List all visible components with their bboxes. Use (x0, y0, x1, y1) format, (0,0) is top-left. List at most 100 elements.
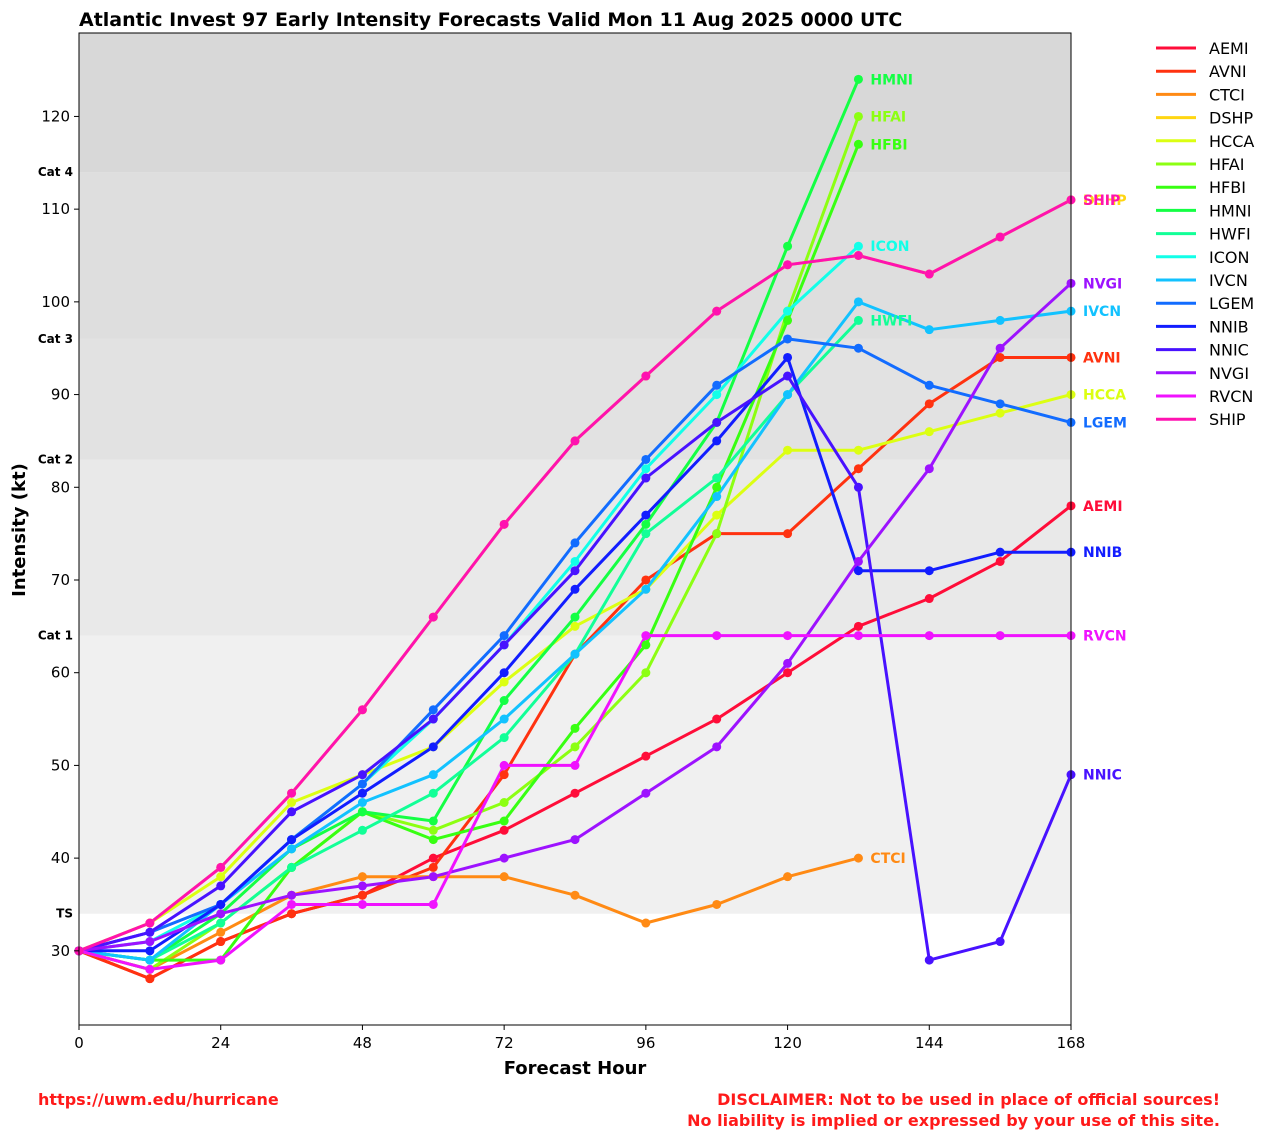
data-point-hcca (570, 621, 580, 631)
end-label-hcca: HCCA (1083, 388, 1126, 404)
data-point-lgem (783, 334, 793, 344)
data-point-ship (287, 788, 297, 798)
disclaimer-line-1: DISCLAIMER: Not to be used in place of o… (717, 1090, 1220, 1109)
x-tick-label: 144 (915, 1034, 944, 1052)
data-point-ship (216, 862, 226, 872)
data-point-hfbi (570, 723, 580, 733)
data-point-aemi (428, 853, 438, 863)
data-point-avni (287, 909, 297, 919)
data-point-nnib (995, 547, 1005, 557)
legend-label-nnic: NNIC (1209, 341, 1249, 360)
y-tick-label: 60 (51, 664, 70, 682)
data-point-ivcn (924, 325, 934, 335)
data-point-ctci (853, 853, 863, 863)
legend-label-icon: ICON (1209, 248, 1249, 267)
data-point-ctci (641, 918, 651, 928)
legend-label-hmni: HMNI (1209, 201, 1252, 220)
series-end-labels: AEMI AVNI CTCI DSHP HCCA HFAI HFBI HMNI HWFI ICON… (870, 72, 1126, 867)
data-point-lgem (428, 705, 438, 715)
x-tick-label: 96 (636, 1034, 655, 1052)
data-point-lgem (570, 538, 580, 548)
data-point-nnib (783, 352, 793, 362)
data-point-nnib (641, 510, 651, 520)
data-point-rvcn (924, 631, 934, 641)
footer-url[interactable]: https://uwm.edu/hurricane (38, 1090, 279, 1109)
data-point-ship (499, 519, 509, 529)
data-point-nnic (428, 714, 438, 724)
data-point-ivcn (145, 955, 155, 965)
data-point-rvcn (641, 631, 651, 641)
end-label-avni: AVNI (1083, 350, 1121, 366)
data-point-ivcn (428, 770, 438, 780)
data-point-ivcn (712, 492, 722, 502)
data-point-nvgi (145, 937, 155, 947)
data-point-icon (783, 306, 793, 316)
data-point-ivcn (783, 390, 793, 400)
data-point-rvcn (853, 631, 863, 641)
series-points (74, 74, 1076, 984)
data-point-ctci (783, 872, 793, 882)
end-label-hmni: HMNI (870, 72, 913, 88)
legend-label-hfbi: HFBI (1209, 178, 1246, 197)
data-point-hfai (428, 825, 438, 835)
end-label-icon: ICON (870, 239, 909, 255)
data-point-ship (570, 436, 580, 446)
data-point-nnib (570, 584, 580, 594)
data-point-hmni (783, 241, 793, 251)
end-label-nvgi: NVGI (1083, 276, 1122, 292)
data-point-rvcn (995, 631, 1005, 641)
y-tick-label: 50 (51, 756, 70, 774)
x-tick-label: 72 (495, 1034, 514, 1052)
data-point-hwfi (428, 788, 438, 798)
data-point-ctci (357, 872, 367, 882)
data-point-avni (783, 529, 793, 539)
x-axis-label: Forecast Hour (504, 1058, 647, 1079)
data-point-icon (712, 390, 722, 400)
data-point-avni (216, 937, 226, 947)
data-point-hcca (287, 797, 297, 807)
intensity-forecast-chart: TS Cat 1 Cat 2 Cat 3 Cat 4 AEMI AVNI CTCI DSHP H… (9, 9, 1254, 1079)
data-point-nnib (428, 742, 438, 752)
data-point-ship (783, 260, 793, 270)
x-tick-label: 48 (353, 1034, 372, 1052)
data-point-lgem (995, 399, 1005, 409)
data-point-lgem (924, 380, 934, 390)
legend-label-lgem: LGEM (1209, 294, 1254, 313)
y-axis-label: Intensity (kt) (9, 463, 30, 597)
band-label-cat-1: Cat 1 (38, 629, 73, 643)
data-point-ivcn (499, 714, 509, 724)
data-point-ship (428, 612, 438, 622)
data-point-nnic (570, 566, 580, 576)
end-label-hfai: HFAI (870, 109, 906, 125)
data-point-ivcn (853, 297, 863, 307)
footer-disclaimer: DISCLAIMER: Not to be used in place of o… (687, 1089, 1220, 1131)
data-point-hcca (712, 510, 722, 520)
data-point-ship (924, 269, 934, 279)
data-point-rvcn (287, 899, 297, 909)
data-point-aemi (712, 714, 722, 724)
data-point-nnic (216, 881, 226, 891)
data-point-hfbi (712, 482, 722, 492)
y-tick-label: 100 (41, 293, 70, 311)
plot-frame (78, 32, 1072, 1026)
data-point-rvcn (428, 899, 438, 909)
band-label-cat-4: Cat 4 (38, 165, 73, 179)
data-point-ivcn (357, 797, 367, 807)
data-point-ivcn (995, 315, 1005, 325)
data-point-hwfi (853, 315, 863, 325)
band-label-cat-2: Cat 2 (38, 452, 73, 466)
data-point-avni (357, 890, 367, 900)
series-line-hwfi (78, 319, 860, 962)
data-point-hwfi (357, 825, 367, 835)
data-point-hfai (641, 668, 651, 678)
data-point-avni (641, 575, 651, 585)
end-label-hfbi: HFBI (870, 137, 907, 153)
data-point-ivcn (570, 649, 580, 659)
data-point-icon (570, 556, 580, 566)
data-point-ship (357, 705, 367, 715)
x-tick-label: 168 (1057, 1034, 1086, 1052)
data-point-ship (712, 306, 722, 316)
series-line-ctci (78, 856, 859, 971)
data-point-aemi (641, 751, 651, 761)
data-point-nnic (924, 955, 934, 965)
